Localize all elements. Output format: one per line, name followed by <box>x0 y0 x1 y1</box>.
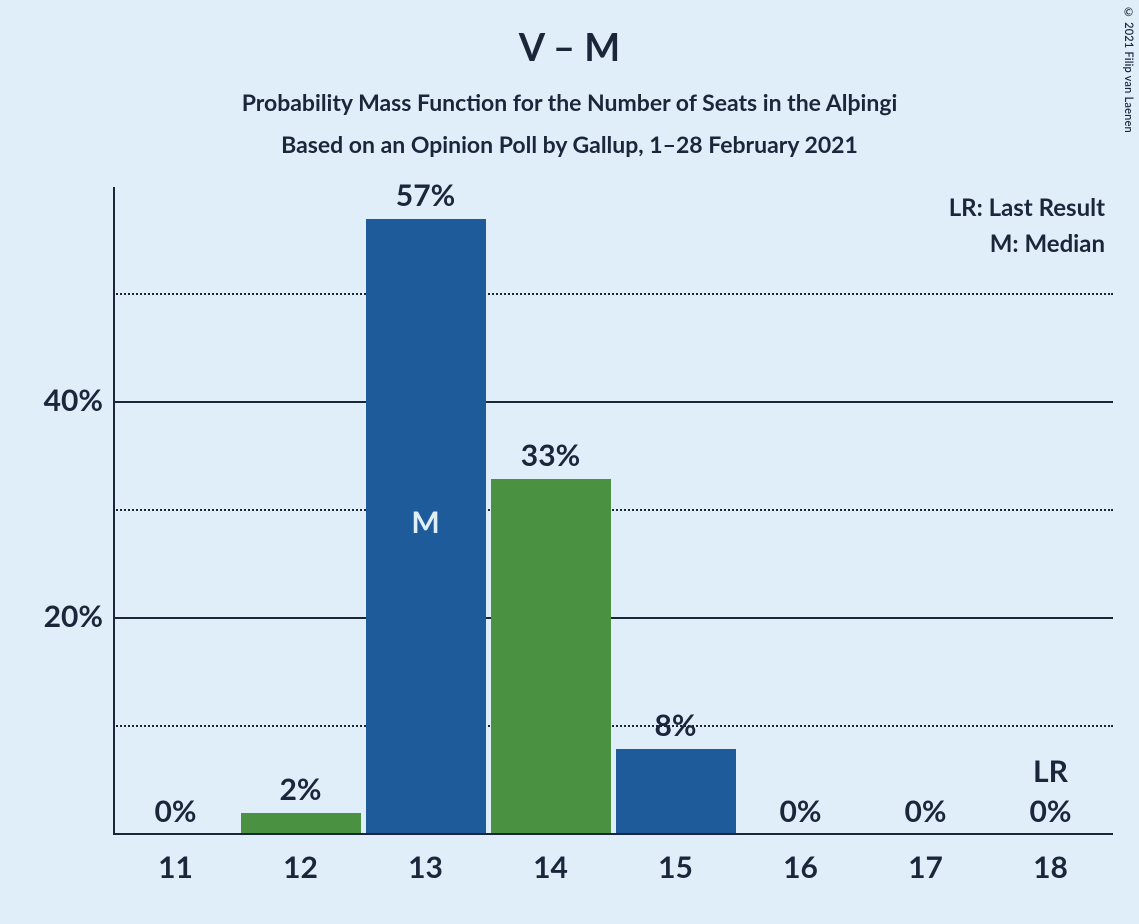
x-category-label: 13 <box>363 849 488 885</box>
y-tick-label: 20% <box>8 598 103 634</box>
x-category-label: 15 <box>613 849 738 885</box>
chart-title: V – M <box>0 24 1139 70</box>
bar-value-label: 0% <box>738 793 863 829</box>
y-tick-label: 40% <box>8 382 103 418</box>
titles-block: V – M Probability Mass Function for the … <box>0 0 1139 158</box>
bar-value-label: 0% <box>113 793 238 829</box>
bar-annotation: M <box>363 504 488 540</box>
x-category-label: 14 <box>488 849 613 885</box>
bar-value-label: 57% <box>363 177 488 213</box>
bar-value-label: 2% <box>238 771 363 807</box>
bar-value-label: 0% <box>863 793 988 829</box>
bar <box>241 813 361 835</box>
x-category-label: 17 <box>863 849 988 885</box>
plot-area: 20%40%0%112%1257%M1333%148%150%160%170%L… <box>113 187 1113 835</box>
gridline-minor <box>113 509 1113 511</box>
copyright-text: © 2021 Filip van Laenen <box>1122 6 1135 133</box>
x-category-label: 16 <box>738 849 863 885</box>
x-category-label: 12 <box>238 849 363 885</box>
bar-value-label: 33% <box>488 437 613 473</box>
legend-lr: LR: Last Result <box>949 193 1105 222</box>
chart-subtitle-1: Probability Mass Function for the Number… <box>0 88 1139 116</box>
bar-value-label: 0% <box>988 793 1113 829</box>
legend-m: M: Median <box>990 229 1105 258</box>
x-category-label: 18 <box>988 849 1113 885</box>
x-category-label: 11 <box>113 849 238 885</box>
y-axis <box>113 187 115 835</box>
bar-annotation: LR <box>988 753 1113 789</box>
gridline-minor <box>113 293 1113 295</box>
bar-value-label: 8% <box>613 707 738 743</box>
gridline-major <box>113 617 1113 619</box>
gridline-major <box>113 401 1113 403</box>
bar <box>616 749 736 835</box>
chart-container: © 2021 Filip van Laenen V – M Probabilit… <box>0 0 1139 924</box>
x-axis <box>113 833 1113 835</box>
bar <box>491 479 611 835</box>
chart-subtitle-2: Based on an Opinion Poll by Gallup, 1–28… <box>0 130 1139 158</box>
